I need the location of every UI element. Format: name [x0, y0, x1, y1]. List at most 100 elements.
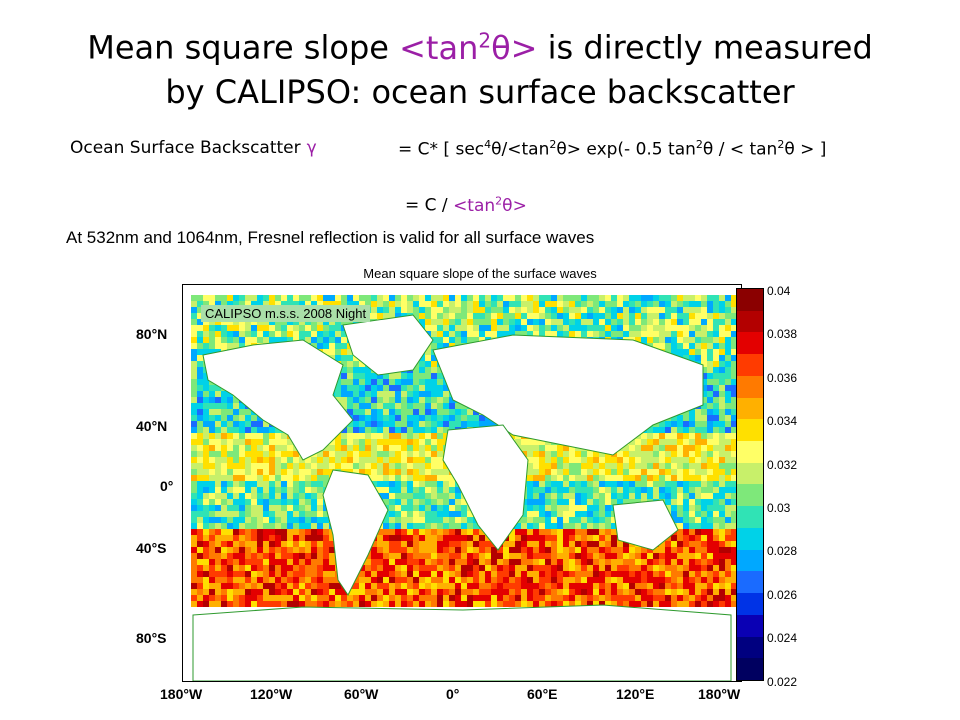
mss-cell: [557, 463, 563, 469]
mss-cell: [719, 337, 725, 343]
mss-cell: [551, 499, 557, 505]
mss-cell: [269, 571, 275, 577]
mss-cell: [419, 313, 425, 319]
mss-cell: [251, 439, 257, 445]
mss-cell: [665, 553, 671, 559]
mss-cell: [689, 505, 695, 511]
mss-cell: [527, 541, 533, 547]
mss-cell: [539, 445, 545, 451]
mss-cell: [455, 307, 461, 313]
mss-cell: [359, 451, 365, 457]
mss-cell: [593, 295, 599, 301]
mss-cell: [683, 445, 689, 451]
mss-cell: [269, 457, 275, 463]
mss-cell: [641, 295, 647, 301]
mss-cell: [587, 475, 593, 481]
mss-cell: [299, 511, 305, 517]
mss-cell: [215, 403, 221, 409]
mss-cell: [473, 565, 479, 571]
mss-cell: [689, 295, 695, 301]
mss-cell: [365, 571, 371, 577]
mss-cell: [701, 571, 707, 577]
mss-cell: [563, 541, 569, 547]
mss-cell: [731, 457, 737, 463]
mss-cell: [449, 571, 455, 577]
mss-cell: [641, 457, 647, 463]
mss-cell: [401, 403, 407, 409]
mss-cell: [557, 451, 563, 457]
mss-cell: [419, 547, 425, 553]
mss-cell: [563, 511, 569, 517]
mss-cell: [431, 493, 437, 499]
mss-cell: [731, 523, 737, 529]
mss-cell: [569, 331, 575, 337]
mss-cell: [233, 505, 239, 511]
mss-cell: [521, 325, 527, 331]
mss-cell: [491, 325, 497, 331]
mss-cell: [425, 421, 431, 427]
mss-cell: [641, 475, 647, 481]
mss-cell: [533, 565, 539, 571]
colorbar-swatch: [737, 571, 763, 594]
mss-cell: [251, 511, 257, 517]
mss-cell: [209, 319, 215, 325]
mss-cell: [275, 439, 281, 445]
mss-cell: [413, 601, 419, 607]
mss-cell: [425, 457, 431, 463]
mss-cell: [539, 319, 545, 325]
mss-cell: [329, 325, 335, 331]
mss-cell: [371, 403, 377, 409]
mss-cell: [395, 577, 401, 583]
antarctica: [192, 604, 732, 681]
mss-cell: [605, 457, 611, 463]
mss-cell: [245, 583, 251, 589]
mss-cell: [407, 535, 413, 541]
mss-cell: [599, 457, 605, 463]
mss-cell: [317, 553, 323, 559]
mss-cell: [383, 589, 389, 595]
mss-cell: [617, 577, 623, 583]
mss-cell: [497, 319, 503, 325]
mss-cell: [545, 469, 551, 475]
mss-cell: [401, 439, 407, 445]
mss-cell: [497, 595, 503, 601]
mss-cell: [191, 589, 197, 595]
mss-cell: [329, 319, 335, 325]
lat-tick-40s: 40°S: [136, 540, 167, 556]
mss-cell: [341, 385, 347, 391]
mss-cell: [311, 481, 317, 487]
mss-cell: [593, 325, 599, 331]
mss-cell: [263, 571, 269, 577]
mss-cell: [551, 301, 557, 307]
mss-cell: [551, 553, 557, 559]
mss-cell: [665, 541, 671, 547]
mss-cell: [449, 517, 455, 523]
colorbar-tick: 0.036: [767, 370, 798, 385]
mss-cell: [527, 319, 533, 325]
mss-cell: [239, 415, 245, 421]
mss-cell: [251, 595, 257, 601]
mss-cell: [527, 511, 533, 517]
mss-cell: [575, 529, 581, 535]
mss-cell: [209, 535, 215, 541]
mss-cell: [329, 301, 335, 307]
mss-cell: [239, 523, 245, 529]
mss-cell: [665, 337, 671, 343]
mss-cell: [707, 343, 713, 349]
mss-cell: [713, 571, 719, 577]
mss-cell: [575, 547, 581, 553]
mss-cell: [545, 445, 551, 451]
mss-cell: [563, 313, 569, 319]
mss-cell: [593, 451, 599, 457]
mss-cell: [719, 463, 725, 469]
mss-cell: [581, 457, 587, 463]
mss-cell: [389, 295, 395, 301]
mss-cell: [359, 463, 365, 469]
mss-cell: [623, 319, 629, 325]
mss-cell: [311, 331, 317, 337]
mss-cell: [701, 451, 707, 457]
mss-cell: [731, 415, 737, 421]
mss-cell: [209, 295, 215, 301]
mss-cell: [491, 601, 497, 607]
mss-cell: [299, 469, 305, 475]
